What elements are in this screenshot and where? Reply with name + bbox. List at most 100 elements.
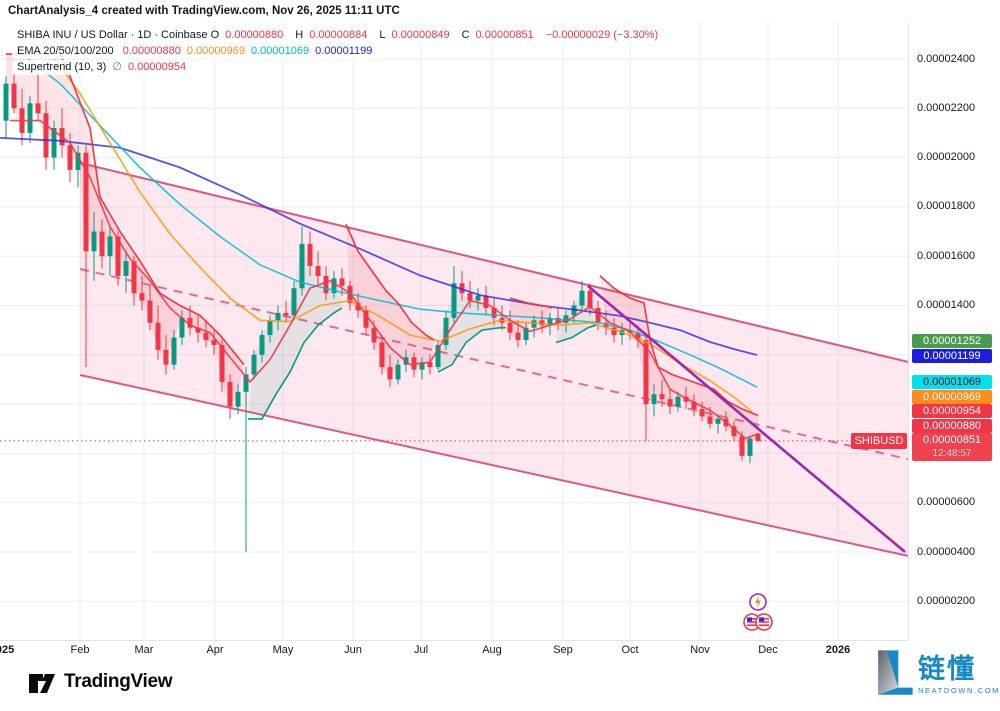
candle-body <box>651 394 657 405</box>
candle-body <box>259 335 265 355</box>
candle-body <box>123 261 129 276</box>
candle-body <box>83 152 89 252</box>
candle-body <box>99 231 105 257</box>
candle-body <box>315 266 321 276</box>
candle-body <box>371 327 377 343</box>
trendline <box>587 285 906 553</box>
time-axis-label: 2025 <box>0 644 15 656</box>
channel-mid-dashed-line <box>79 268 908 461</box>
supertrend-line <box>437 326 506 373</box>
hidden-eye-icon[interactable]: ∅ <box>112 61 122 73</box>
candle-body <box>155 322 161 350</box>
candle-body <box>331 278 337 294</box>
symbol-name: SHIBA INU / US Dollar <box>17 29 128 41</box>
candle-body <box>667 399 673 407</box>
candle-body <box>579 290 585 306</box>
price-badge: 0.00000954 <box>912 404 992 418</box>
time-axis-label: Jul <box>413 644 429 656</box>
candle-body <box>67 145 73 170</box>
price-badge: 0.00001069 <box>912 375 992 389</box>
channel-top-line <box>79 162 908 363</box>
candle-body <box>731 426 737 437</box>
candle-body <box>643 340 649 405</box>
candle-body <box>475 295 481 301</box>
candle-body <box>35 103 41 114</box>
neatdown-site: NEATDOWN.COM <box>918 685 1000 695</box>
price-badge: 0.00000851 12:48:57 <box>912 433 992 461</box>
legend-symbol-row[interactable]: SHIBA INU / US Dollar · 1D · Coinbase O 0.000… <box>12 28 670 43</box>
supertrend-fill <box>510 298 552 340</box>
event-marker-flash-icon[interactable] <box>748 592 768 617</box>
ema200-line <box>0 137 758 356</box>
price-badge: 0.00000969 <box>912 389 992 404</box>
candle-body <box>427 362 433 368</box>
time-axis-label: Nov <box>690 644 710 656</box>
low-value: 0.00000849 <box>391 29 450 41</box>
candle-body <box>747 438 753 456</box>
candle-body <box>291 288 297 316</box>
candle-body <box>187 317 193 328</box>
candle-body <box>115 236 121 276</box>
candle-body <box>659 394 665 400</box>
supertrend-line <box>509 297 553 309</box>
price-axis[interactable]: 0.00002400 0.00002200 0.00002000 0.00001800… <box>908 22 1000 640</box>
candle-body <box>483 295 489 308</box>
price-chart-canvas[interactable] <box>0 0 908 655</box>
legend-supertrend-row[interactable]: Supertrend (10, 3) ∅ 0.00000954 <box>12 60 192 75</box>
price-badge: 0.00001199 <box>912 348 992 363</box>
candle-body <box>379 342 385 368</box>
legend-ema-row[interactable]: EMA 20/50/100/200 0.00000880 0.00000969 0.… <box>12 44 384 59</box>
candle-body <box>531 320 537 328</box>
channel-fill <box>80 163 908 556</box>
supertrend-label: Supertrend (10, 3) <box>17 61 107 73</box>
candle-body <box>395 364 401 380</box>
candle-body <box>299 243 305 289</box>
ema200-value: 0.00001199 <box>315 45 373 57</box>
event-marker-coins-icon[interactable] <box>742 612 774 637</box>
candle-body <box>203 332 209 341</box>
price-badge: 0.00001252 <box>912 334 992 348</box>
time-axis-label: Dec <box>758 644 778 656</box>
candle-body <box>555 317 561 323</box>
supertrend-fill <box>346 224 434 380</box>
time-axis[interactable]: 2025 Feb Mar Apr May Jun Jul Aug Sep Oct Nov Dec 202… <box>0 640 908 659</box>
supertrend-fill <box>248 243 342 419</box>
open-value: 0.00000880 <box>225 29 284 41</box>
symbol-price-label: SHIBUSD <box>851 433 907 449</box>
candle-body <box>91 231 97 252</box>
candle-body <box>283 312 289 316</box>
candle-body <box>227 381 233 407</box>
candle-body <box>307 243 313 267</box>
supertrend-line <box>555 324 597 344</box>
candle-body <box>563 315 569 323</box>
candle-body <box>3 83 9 121</box>
candle-body <box>603 322 609 328</box>
candle-body <box>691 401 697 410</box>
ema50-line <box>54 58 753 413</box>
price-axis-label: 0.00000200 <box>917 594 976 607</box>
time-axis-label: Jun <box>344 644 362 656</box>
channel-bottom-line <box>79 374 908 557</box>
tradingview-wordmark: TradingView <box>64 671 173 692</box>
candle-body <box>179 317 185 338</box>
time-axis-label: May <box>272 644 294 656</box>
candle-body <box>323 275 329 294</box>
price-axis-label: 0.00002400 <box>917 52 976 65</box>
footer-bar: TradingView 链懂 NEATDOWN.COM <box>0 650 1000 711</box>
candle-body <box>219 344 225 382</box>
price-axis-label: 0.00002200 <box>917 101 976 114</box>
candle-body <box>523 327 529 341</box>
candle-body <box>363 310 369 328</box>
candle-body <box>443 317 449 345</box>
time-axis-label: Aug <box>482 644 502 656</box>
candle-body <box>451 283 457 318</box>
price-axis-label: 0.00000400 <box>917 545 976 558</box>
candle-body <box>267 320 273 336</box>
candle-body <box>707 416 713 424</box>
tradingview-logo[interactable]: TradingView <box>28 670 173 694</box>
candle-body <box>51 128 57 158</box>
time-axis-label: 2026 <box>825 644 851 656</box>
candle-body <box>699 409 705 417</box>
candle-body <box>715 418 721 424</box>
